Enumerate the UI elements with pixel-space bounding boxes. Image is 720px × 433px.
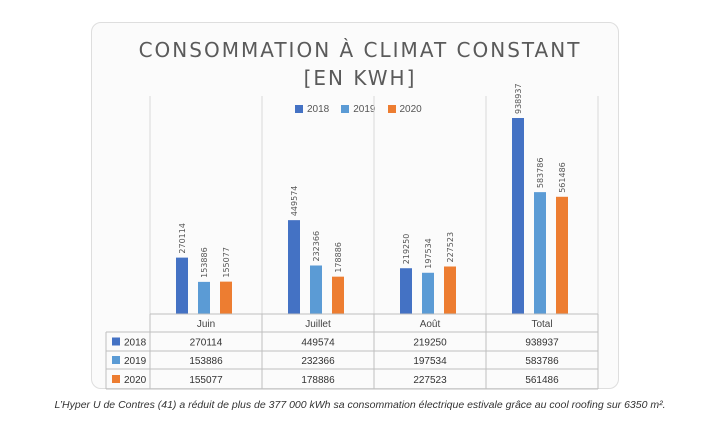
bar-value-label: 227523: [446, 232, 455, 263]
table-cell: 227523: [413, 375, 447, 386]
table-series-label: 2020: [124, 375, 147, 386]
table-cell: 583786: [525, 356, 559, 367]
bar-value-label: 449574: [290, 186, 299, 217]
bar-2018-juillet: [288, 220, 300, 314]
bar-value-label: 197534: [424, 238, 433, 269]
category-label: Juillet: [305, 319, 331, 330]
bar-2020-total: [556, 196, 568, 314]
bar-2019-juillet: [310, 265, 322, 314]
legend-label-2018: 2018: [307, 103, 330, 115]
category-label: Juin: [197, 319, 215, 330]
table-cell: 938937: [525, 338, 559, 349]
figure-caption: L’Hyper U de Contres (41) a réduit de pl…: [54, 399, 666, 411]
bar-value-label: 561486: [558, 162, 567, 193]
bar-2018-juin: [176, 257, 188, 314]
table-cell: 197534: [413, 356, 447, 367]
legend-label-2020: 2020: [399, 103, 422, 115]
table-cell: 449574: [301, 338, 335, 349]
bar-value-label: 938937: [514, 83, 523, 114]
table-legend-key: [112, 337, 120, 346]
category-label: Août: [420, 319, 441, 330]
bar-value-label: 178886: [334, 242, 343, 273]
bar-value-label: 583786: [536, 158, 545, 189]
legend-swatch-2019: [341, 105, 350, 113]
bar-2019-total: [534, 192, 546, 314]
table-cell: 153886: [189, 356, 223, 367]
table-cell: 232366: [301, 356, 335, 367]
legend-item-2020: 2020: [387, 103, 422, 115]
bar-value-label: 155077: [222, 247, 231, 278]
table-legend-key: [112, 356, 120, 364]
table-cell: 155077: [189, 375, 223, 386]
table-cell: 270114: [190, 338, 223, 349]
category-label: Total: [531, 319, 552, 330]
table-cell: 219250: [413, 338, 447, 349]
bar-2018-total: [512, 118, 524, 314]
table-legend-key: [112, 375, 120, 383]
bar-2019-aot: [422, 272, 434, 314]
table-cell: 178886: [301, 375, 335, 386]
legend-item-2019: 2019: [341, 103, 376, 115]
table-series-label: 2018: [124, 338, 147, 349]
chart-card: [91, 22, 619, 389]
bar-2018-aot: [400, 268, 412, 314]
table-series-label: 2019: [124, 356, 147, 367]
chart-title-line1: CONSOMMATION À CLIMAT CONSTANT: [138, 38, 582, 62]
bar-value-label: 232366: [312, 231, 321, 262]
chart-title-line2: [EN KWH]: [303, 66, 417, 90]
legend: 2018 2019 2020: [295, 102, 422, 116]
bar-2019-juin: [198, 281, 210, 314]
legend-swatch-2018: [295, 105, 303, 113]
bar-2020-aot: [444, 266, 456, 314]
table-cell: 561486: [525, 375, 559, 386]
legend-label-2019: 2019: [353, 103, 376, 115]
legend-swatch-2020: [387, 105, 396, 113]
bar-2020-juillet: [332, 276, 344, 314]
legend-item-2018: 2018: [295, 104, 329, 115]
bar-value-label: 153886: [200, 247, 209, 278]
bar-value-label: 270114: [178, 223, 187, 254]
bar-2020-juin: [220, 281, 232, 314]
bar-value-label: 219250: [402, 234, 411, 265]
